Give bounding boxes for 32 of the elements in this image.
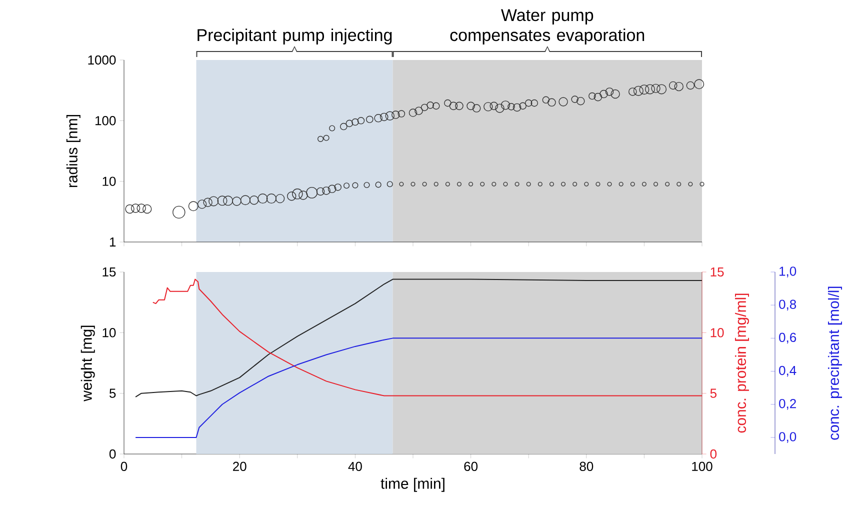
- x-tick-label: 0: [120, 462, 128, 472]
- y-tick-label: 10: [102, 176, 116, 186]
- band-label: Precipitant pump injecting: [198, 28, 392, 44]
- y3-tick-label: 1,0: [780, 266, 796, 278]
- y-tick-label: 1000: [88, 55, 116, 65]
- y2-axis-title: conc. protein [mg/ml]: [735, 294, 749, 433]
- y-tick-label: 0: [109, 449, 116, 459]
- y-tick-label: 1: [110, 238, 116, 246]
- y-tick-label: 100: [96, 116, 116, 126]
- y-axis-title: radius [nm]: [66, 115, 80, 188]
- y2-tick-label: 15: [710, 267, 724, 277]
- x-tick-label: 20: [233, 462, 246, 472]
- y2-tick-label: 0: [710, 449, 717, 459]
- y-tick-label: 5: [109, 388, 116, 398]
- y3-tick-label: 0,4: [779, 366, 796, 377]
- y2-tick-label: 10: [710, 328, 724, 338]
- y-axis-title: weight [mg]: [80, 326, 95, 402]
- line-series: [135, 338, 703, 438]
- band-label: Water pump compensates evaporation: [450, 9, 644, 44]
- y3-tick-label: 0,6: [779, 332, 796, 344]
- x-tick-label: 80: [580, 462, 594, 472]
- x-tick-label: 100: [692, 462, 712, 472]
- y3-tick-label: 0,0: [779, 432, 796, 443]
- y3-tick-label: 0,2: [779, 398, 796, 410]
- x-tick-label: 60: [464, 462, 478, 472]
- y-tick-label: 15: [102, 267, 116, 277]
- y3-tick-label: 0,8: [779, 300, 796, 310]
- x-tick-label: 40: [348, 462, 362, 472]
- y-tick-label: 10: [102, 328, 116, 338]
- y2-tick-label: 5: [710, 388, 716, 398]
- x-axis-title: time [min]: [380, 478, 444, 492]
- y3-axis-title: conc. precipitant [mol/l]: [828, 286, 842, 440]
